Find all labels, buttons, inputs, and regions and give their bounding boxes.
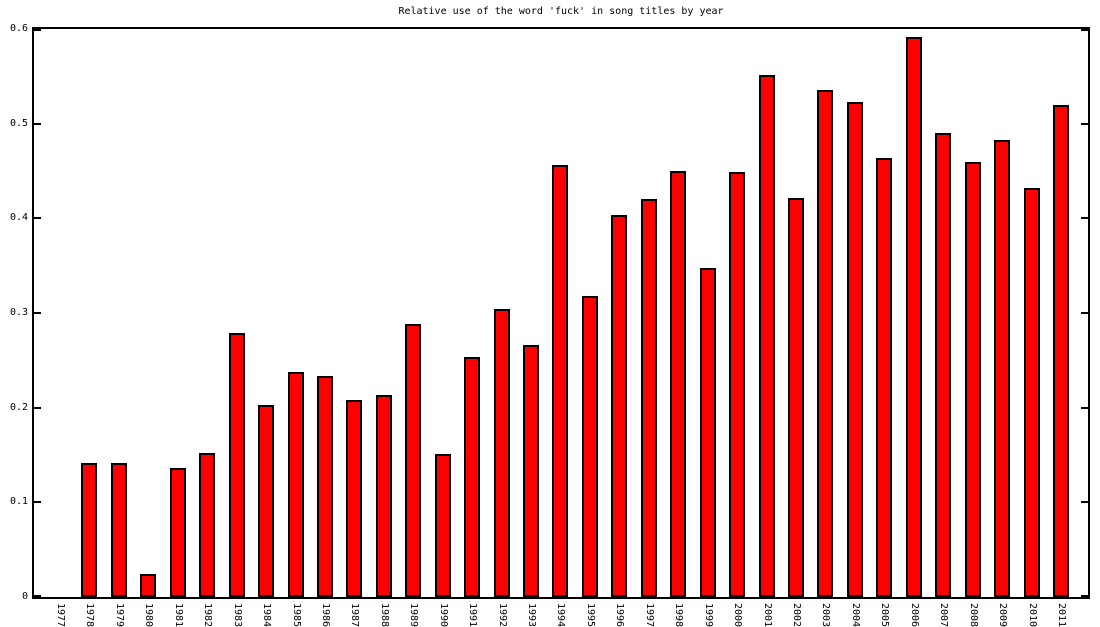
y-tick-mark: [34, 406, 41, 409]
bar-2003: [817, 90, 833, 597]
x-tick-label: 1996: [614, 603, 625, 627]
bar-2010: [1024, 188, 1040, 597]
bar-2011: [1053, 105, 1069, 597]
x-tick-label: 2010: [1027, 603, 1038, 627]
y-tick-mark: [34, 501, 41, 504]
x-tick-label: 1981: [173, 603, 184, 627]
y-tick-mark: [34, 595, 41, 597]
x-tick-label: 1989: [408, 603, 419, 627]
y-tick-mark: [1081, 29, 1088, 31]
bar-1992: [494, 309, 510, 597]
x-tick-label: 2006: [909, 603, 920, 627]
bar-2002: [788, 198, 804, 597]
bar-1993: [523, 345, 539, 597]
bar-1997: [641, 199, 657, 597]
plot-area: [32, 27, 1090, 599]
x-tick-label: 1987: [349, 603, 360, 627]
bar-1982: [199, 453, 215, 597]
bar-1990: [435, 454, 451, 597]
x-tick-label: 1986: [320, 603, 331, 627]
y-tick-mark: [1081, 595, 1088, 597]
bar-2009: [994, 140, 1010, 597]
x-tick-label: 1999: [703, 603, 714, 627]
bar-2007: [935, 133, 951, 597]
bar-1995: [582, 296, 598, 597]
bar-1998: [670, 171, 686, 597]
bar-2004: [847, 102, 863, 597]
bar-1996: [611, 215, 627, 597]
bar-1978: [81, 463, 97, 597]
x-tick-label: 2011: [1056, 603, 1067, 627]
x-tick-label: 1990: [438, 603, 449, 627]
x-tick-label: 1995: [585, 603, 596, 627]
y-tick-mark: [34, 29, 41, 31]
x-tick-label: 1988: [379, 603, 390, 627]
x-tick-label: 1983: [232, 603, 243, 627]
bar-1999: [700, 268, 716, 597]
bar-1981: [170, 468, 186, 597]
x-tick-label: 2004: [850, 603, 861, 627]
x-tick-label: 1993: [526, 603, 537, 627]
y-tick-label: 0.2: [9, 401, 28, 413]
bar-1986: [317, 376, 333, 597]
y-tick-label: 0.5: [9, 117, 28, 129]
x-tick-label: 1977: [55, 603, 66, 627]
x-tick-label: 2008: [968, 603, 979, 627]
y-tick-label: 0.4: [9, 212, 28, 224]
x-tick-label: 2007: [938, 603, 949, 627]
bar-2000: [729, 172, 745, 597]
x-tick-label: 1978: [84, 603, 95, 627]
bar-1983: [229, 333, 245, 597]
bar-1980: [140, 574, 156, 597]
bar-1987: [346, 400, 362, 597]
y-tick-label: 0.3: [9, 307, 28, 318]
x-tick-label: 2003: [820, 603, 831, 627]
y-tick-label: 0.6: [9, 23, 28, 34]
bar-1985: [288, 372, 304, 597]
y-tick-mark: [1081, 122, 1088, 125]
y-tick-label: 0.1: [9, 496, 28, 508]
y-tick-mark: [1081, 312, 1088, 314]
bar-2008: [965, 162, 981, 597]
bar-1979: [111, 463, 127, 597]
x-tick-label: 2009: [997, 603, 1008, 627]
x-tick-label: 1979: [114, 603, 125, 627]
y-tick-mark: [34, 122, 41, 125]
bar-1984: [258, 405, 274, 597]
y-tick-label: 0: [21, 591, 28, 602]
bar-1989: [405, 324, 421, 597]
x-tick-label: 2005: [879, 603, 890, 627]
chart-title: Relative use of the word 'fuck' in song …: [398, 6, 724, 17]
y-tick-mark: [1081, 217, 1088, 220]
x-tick-label: 1998: [673, 603, 684, 627]
x-tick-label: 1994: [555, 603, 566, 627]
x-tick-label: 1997: [644, 603, 655, 627]
bar-1988: [376, 395, 392, 597]
x-tick-label: 2001: [762, 603, 773, 627]
x-tick-label: 1985: [291, 603, 302, 627]
y-tick-mark: [1081, 501, 1088, 504]
bar-2006: [906, 37, 922, 597]
bar-2005: [876, 158, 892, 597]
x-tick-label: 1991: [467, 603, 478, 627]
bar-1991: [464, 357, 480, 597]
x-tick-label: 1984: [261, 603, 272, 627]
x-tick-label: 2002: [791, 603, 802, 627]
y-tick-mark: [34, 312, 41, 314]
y-tick-mark: [34, 217, 41, 220]
x-tick-label: 1980: [143, 603, 154, 627]
y-tick-mark: [1081, 406, 1088, 409]
x-tick-label: 1992: [497, 603, 508, 627]
x-tick-label: 2000: [732, 603, 743, 627]
bar-2001: [759, 75, 775, 597]
x-tick-label: 1982: [202, 603, 213, 627]
bar-1994: [552, 165, 568, 597]
